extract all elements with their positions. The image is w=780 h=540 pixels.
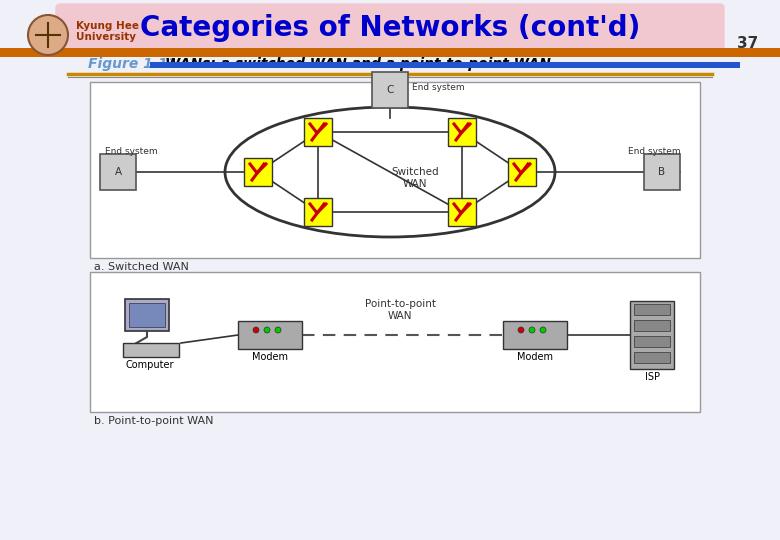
FancyBboxPatch shape: [304, 198, 332, 226]
FancyBboxPatch shape: [125, 299, 169, 331]
FancyBboxPatch shape: [448, 198, 476, 226]
FancyBboxPatch shape: [90, 82, 700, 258]
FancyBboxPatch shape: [100, 154, 136, 190]
FancyBboxPatch shape: [56, 4, 724, 52]
Circle shape: [275, 327, 281, 333]
FancyBboxPatch shape: [90, 272, 700, 412]
FancyBboxPatch shape: [630, 301, 674, 369]
FancyBboxPatch shape: [304, 118, 332, 146]
Text: End system: End system: [412, 84, 465, 92]
Text: a. Switched WAN: a. Switched WAN: [94, 262, 189, 272]
FancyBboxPatch shape: [448, 118, 476, 146]
Text: WANs: a switched WAN and a point-to-point WAN: WANs: a switched WAN and a point-to-poin…: [165, 57, 551, 71]
FancyBboxPatch shape: [129, 303, 165, 327]
Circle shape: [529, 327, 535, 333]
Bar: [0, 48, 780, 57]
FancyBboxPatch shape: [634, 320, 670, 331]
Text: ISP: ISP: [644, 372, 660, 382]
Text: Point-to-point
WAN: Point-to-point WAN: [364, 299, 435, 321]
Text: b. Point-to-point WAN: b. Point-to-point WAN: [94, 416, 214, 426]
Text: Modem: Modem: [517, 352, 553, 362]
FancyBboxPatch shape: [644, 154, 680, 190]
Text: C: C: [386, 85, 394, 95]
Circle shape: [28, 15, 68, 55]
FancyBboxPatch shape: [508, 158, 536, 186]
Text: Modem: Modem: [252, 352, 288, 362]
Bar: [150, 62, 740, 68]
FancyBboxPatch shape: [372, 72, 408, 108]
Text: A: A: [115, 167, 122, 177]
Circle shape: [264, 327, 270, 333]
Circle shape: [253, 327, 259, 333]
FancyBboxPatch shape: [238, 321, 302, 349]
FancyBboxPatch shape: [634, 304, 670, 315]
Text: Kyung Hee: Kyung Hee: [76, 21, 139, 31]
Text: Categories of Networks (cont'd): Categories of Networks (cont'd): [140, 14, 640, 42]
Text: University: University: [76, 32, 136, 42]
FancyBboxPatch shape: [503, 321, 567, 349]
Circle shape: [540, 327, 546, 333]
FancyBboxPatch shape: [123, 343, 179, 357]
Text: Switched
WAN: Switched WAN: [392, 167, 439, 189]
FancyBboxPatch shape: [634, 336, 670, 347]
Text: End system: End system: [105, 147, 158, 157]
Circle shape: [518, 327, 524, 333]
Text: Computer: Computer: [126, 360, 174, 370]
Text: End system: End system: [628, 147, 681, 157]
FancyBboxPatch shape: [244, 158, 272, 186]
Text: 37: 37: [737, 37, 759, 51]
Text: B: B: [658, 167, 665, 177]
Text: Figure 1.11: Figure 1.11: [88, 57, 177, 71]
FancyBboxPatch shape: [634, 352, 670, 363]
